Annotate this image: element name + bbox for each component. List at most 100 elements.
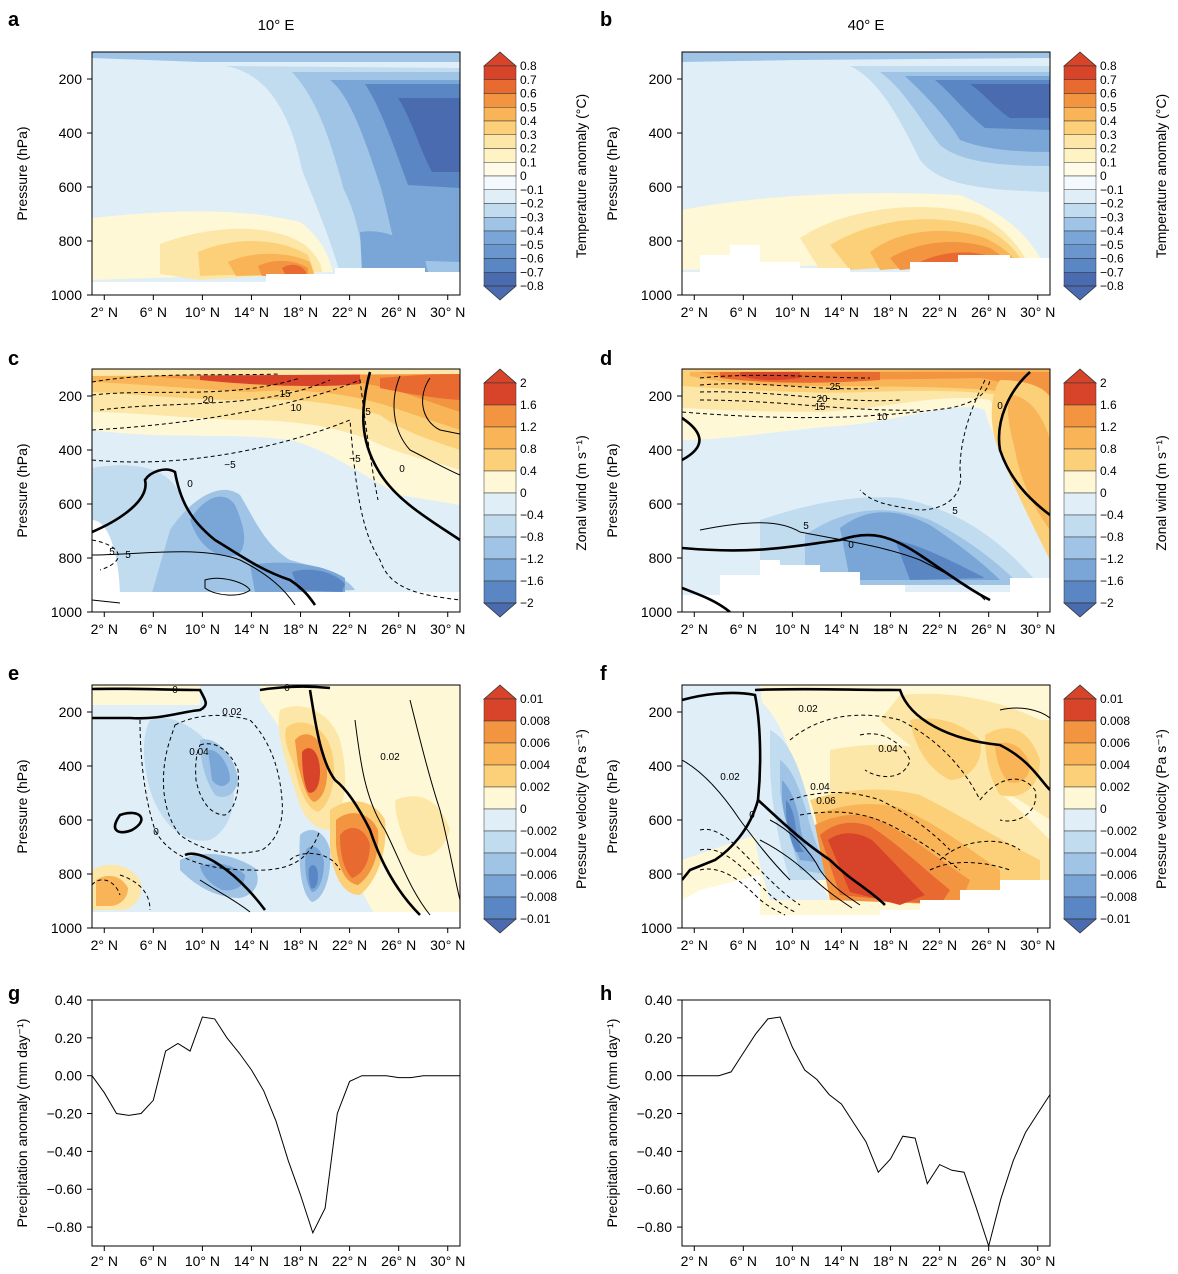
y-tick-label: 400 bbox=[59, 125, 83, 141]
x-tick-label: 18° N bbox=[873, 937, 908, 953]
colorbar-swatch bbox=[1063, 404, 1097, 428]
panel-letter-d: d bbox=[600, 348, 612, 370]
panel-e-field bbox=[92, 685, 460, 928]
colorbar-wind-c: 2 1.6 1.2 0.8 0.4 0 −0.4 −0.8 −1.2 −1.6 −2 Zonal wi… bbox=[482, 368, 589, 618]
panel-c-frame bbox=[91, 368, 461, 613]
x-tick-label: 26° N bbox=[381, 1253, 416, 1269]
colorbar-swatch bbox=[483, 404, 517, 428]
y-tick-label: 800 bbox=[649, 550, 673, 566]
contour-label: 20 bbox=[816, 394, 828, 405]
colorbar-label: Zonal wind (m s⁻¹) bbox=[573, 435, 589, 551]
colorbar-tick-label: 0.7 bbox=[520, 73, 537, 87]
colorbar-tick-label: −1.6 bbox=[520, 574, 544, 588]
colorbar-swatch bbox=[1063, 203, 1097, 218]
panel-d-field bbox=[682, 369, 1050, 612]
colorbar-swatch bbox=[1063, 580, 1097, 604]
x-tick-label: 18° N bbox=[873, 1253, 908, 1269]
colorbar-tick-label: −0.6 bbox=[1100, 252, 1124, 266]
x-tick-label: 26° N bbox=[971, 937, 1006, 953]
panel-f-contour-labels: 0.02 0.04 0.02 0 0.04 0.06 bbox=[720, 704, 898, 821]
colorbar-tick-label: 0.1 bbox=[1100, 155, 1117, 169]
y-tick-label: 200 bbox=[649, 388, 673, 404]
contour-label: 0.04 bbox=[810, 782, 830, 793]
colorbar-tick-label: 0.6 bbox=[1100, 87, 1117, 101]
colorbar-tick-label: 0.002 bbox=[1100, 780, 1130, 794]
colorbar-tick-label: 0.4 bbox=[520, 464, 537, 478]
y-axis-label: Pressure (hPa) bbox=[14, 759, 30, 853]
colorbar-max-triangle bbox=[1062, 51, 1098, 67]
x-tick-label: 26° N bbox=[971, 1253, 1006, 1269]
colorbar-temp-b: 0.80.70.60.50.40.30.20.10−0.1−0.2−0.3−0.… bbox=[1062, 51, 1169, 301]
colorbar-swatch bbox=[1063, 514, 1097, 538]
contour-label: 0 bbox=[848, 540, 854, 551]
panel-f-frame bbox=[681, 684, 1051, 929]
colorbar-tick-label: −0.2 bbox=[520, 197, 544, 211]
colorbar-tick-label: −0.1 bbox=[1100, 183, 1124, 197]
column-title-left: 10° E bbox=[258, 17, 295, 34]
y-tick-label: 600 bbox=[649, 812, 673, 828]
panel-e-contours bbox=[92, 685, 460, 916]
panel-letter-e: e bbox=[8, 663, 19, 685]
colorbar-tick-label: 0.006 bbox=[1100, 736, 1130, 750]
x-tick-label: 10° N bbox=[775, 1253, 810, 1269]
contour-label: 0 bbox=[284, 683, 290, 694]
colorbar-swatch bbox=[483, 175, 517, 190]
colorbar-swatch bbox=[483, 720, 517, 744]
contour-label: 0.02 bbox=[380, 752, 400, 763]
contour-label: 10 bbox=[290, 403, 302, 414]
colorbar-tick-label: −0.002 bbox=[1100, 824, 1137, 838]
colorbar-tick-label: −0.1 bbox=[520, 183, 544, 197]
contour-label: 10 bbox=[876, 412, 888, 423]
colorbar-tick-label: −2 bbox=[1100, 596, 1114, 610]
y-tick-label: 400 bbox=[649, 125, 673, 141]
colorbar-tick-label: 0.1 bbox=[520, 155, 537, 169]
x-tick-label: 6° N bbox=[730, 304, 757, 320]
colorbar-swatch bbox=[1063, 698, 1097, 722]
x-tick-label: 6° N bbox=[140, 621, 167, 637]
colorbar-tick-label: −1.6 bbox=[1100, 574, 1124, 588]
colorbar-swatch bbox=[1063, 162, 1097, 177]
y-tick-label: 800 bbox=[59, 866, 83, 882]
precipitation-line bbox=[682, 1016, 1051, 1248]
colorbar-swatch bbox=[1063, 808, 1097, 832]
contour-label: 0.02 bbox=[720, 772, 740, 783]
y-tick-label: 800 bbox=[649, 866, 673, 882]
colorbar-tick-label: 1.2 bbox=[1100, 420, 1117, 434]
colorbar-label: Temperature anomaly (°C) bbox=[1153, 94, 1169, 258]
panel-letter-g: g bbox=[8, 983, 20, 1005]
colorbar-swatch bbox=[483, 258, 517, 273]
colorbar-tick-label: 0.4 bbox=[1100, 114, 1117, 128]
colorbar-tick-label: −1.2 bbox=[1100, 552, 1124, 566]
colorbar-swatch bbox=[1063, 786, 1097, 810]
contour-label: 20 bbox=[202, 395, 214, 406]
panel-b-frame bbox=[681, 51, 1051, 296]
contour-label: 15 bbox=[814, 402, 826, 413]
colorbar-tick-label: 1.6 bbox=[1100, 398, 1117, 412]
panel-e-frame bbox=[91, 684, 461, 929]
y-tick-label: 600 bbox=[59, 179, 83, 195]
colorbar-tick-label: 1.2 bbox=[520, 420, 537, 434]
x-tick-label: 30° N bbox=[1020, 937, 1055, 953]
chart-g-plot-area bbox=[91, 999, 461, 1247]
contour-label: 0.04 bbox=[878, 744, 898, 755]
colorbar-swatch bbox=[483, 107, 517, 122]
colorbar-label: Temperature anomaly (°C) bbox=[573, 94, 589, 258]
colorbar-swatch bbox=[1063, 896, 1097, 920]
x-tick-label: 10° N bbox=[775, 304, 810, 320]
colorbar-tick-label: 0.8 bbox=[520, 442, 537, 456]
x-tick-label: 10° N bbox=[775, 621, 810, 637]
colorbar-tick-label: 0.6 bbox=[520, 87, 537, 101]
contour-label: 5 bbox=[365, 407, 371, 418]
x-tick-label: 22° N bbox=[922, 1253, 957, 1269]
y-tick-label: 0.00 bbox=[55, 1068, 82, 1084]
colorbar-swatch bbox=[483, 189, 517, 204]
y-axis-label: Precipitation anomaly (mm day⁻¹) bbox=[604, 1019, 620, 1228]
panel-b-field bbox=[682, 52, 1050, 295]
colorbar-tick-label: 0.3 bbox=[520, 128, 537, 142]
x-tick-label: 6° N bbox=[730, 1253, 757, 1269]
colorbar-tick-label: 0.008 bbox=[1100, 714, 1130, 728]
colorbar-tick-label: 0.008 bbox=[520, 714, 550, 728]
colorbar-tick-label: −0.6 bbox=[520, 252, 544, 266]
colorbar-tick-label: 0.8 bbox=[1100, 59, 1117, 73]
panel-c-contours bbox=[92, 371, 460, 606]
